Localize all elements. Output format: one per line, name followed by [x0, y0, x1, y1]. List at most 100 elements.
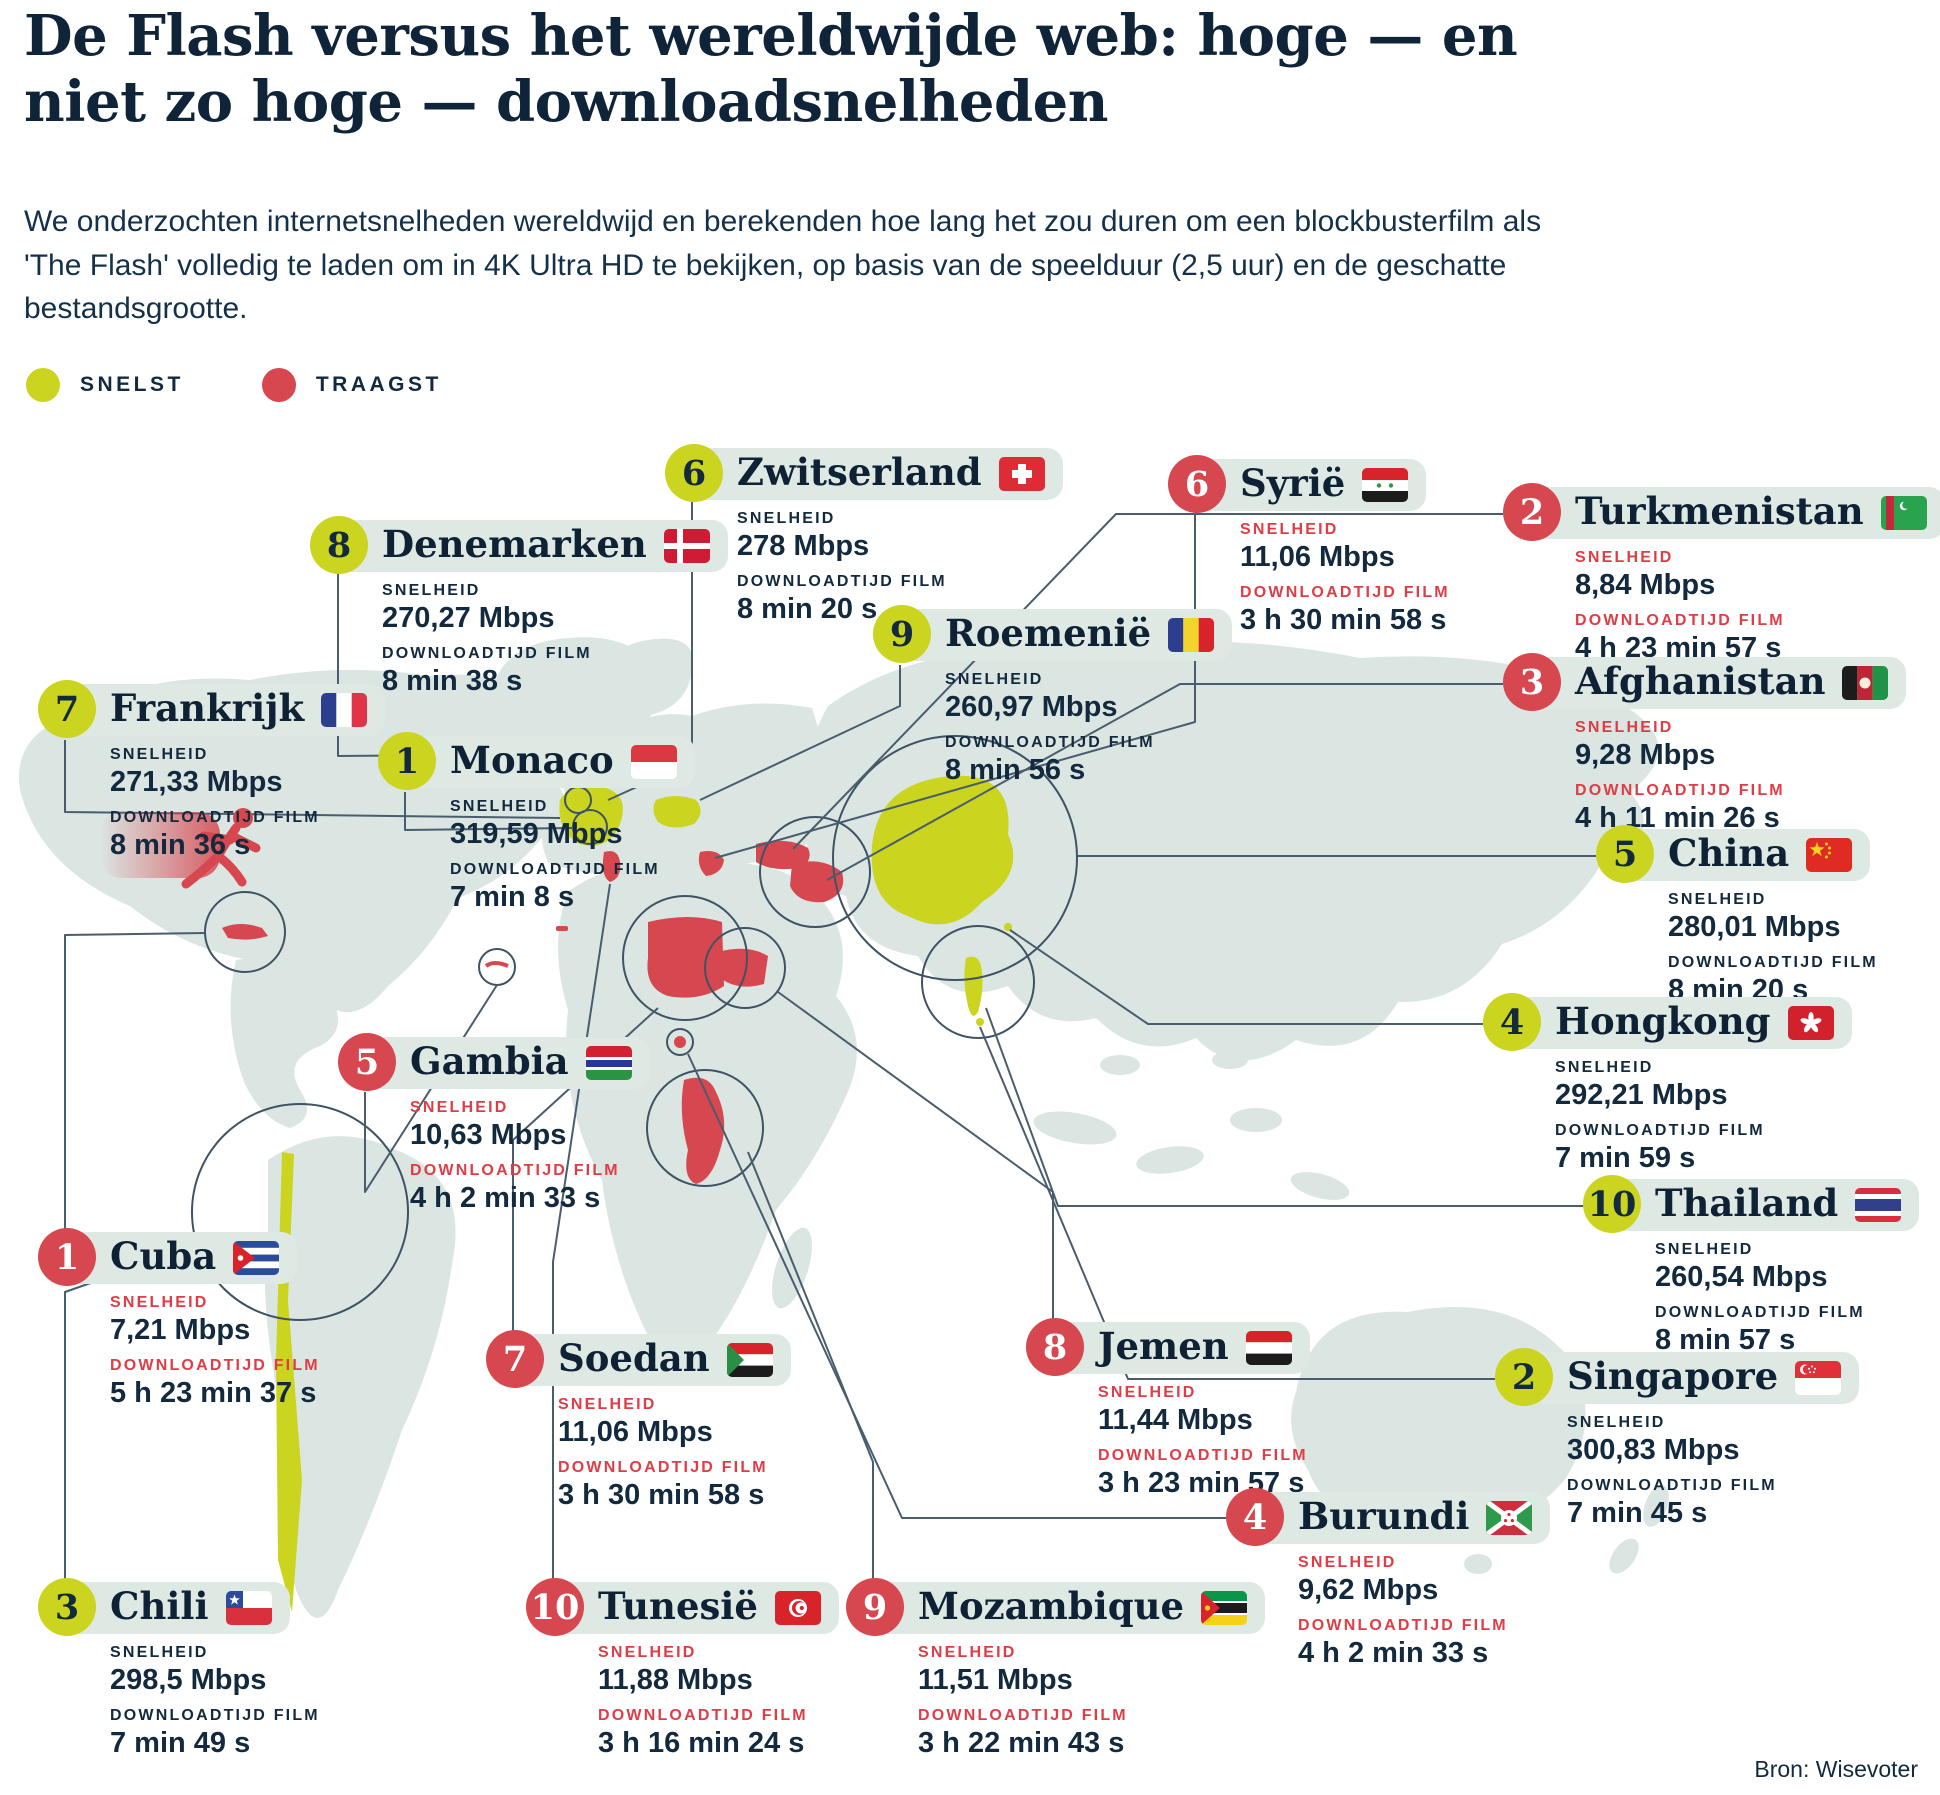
- download-time-value: 4 h 2 min 33 s: [1298, 1637, 1489, 1669]
- country-details: SNELHEID 300,83 Mbps DOWNLOADTIJD FILM 7…: [1567, 1414, 1859, 1530]
- download-time-label: DOWNLOADTIJD FILM: [737, 573, 947, 590]
- download-time-label: DOWNLOADTIJD FILM: [1240, 584, 1450, 601]
- country-name: Thailand: [1655, 1180, 1839, 1225]
- download-time-value: 8 min 57 s: [1655, 1324, 1796, 1356]
- country-pill: Jemen: [1052, 1322, 1310, 1374]
- speed-value: 300,83 Mbps: [1567, 1434, 1740, 1466]
- country-details: SNELHEID 319,59 Mbps DOWNLOADTIJD FILM 7…: [450, 798, 695, 914]
- download-time-label: DOWNLOADTIJD FILM: [110, 809, 320, 826]
- slowest-dot-icon: [261, 368, 296, 402]
- magnifier-circles: [191, 735, 1078, 1321]
- country-pill: Tunesië: [552, 1582, 839, 1634]
- rank-badge: 4: [1226, 1488, 1284, 1546]
- speed-label: SNELHEID: [737, 510, 836, 527]
- country-details: SNELHEID 11,88 Mbps DOWNLOADTIJD FILM 3 …: [598, 1644, 839, 1760]
- country-details: SNELHEID 11,06 Mbps DOWNLOADTIJD FILM 3 …: [558, 1396, 791, 1512]
- chili-flag-icon: [225, 1591, 272, 1625]
- speed-value: 292,21 Mbps: [1555, 1079, 1728, 1111]
- download-time-label: DOWNLOADTIJD FILM: [918, 1707, 1128, 1724]
- speed-value: 319,59 Mbps: [450, 818, 623, 850]
- country-name: Gambia: [410, 1038, 569, 1083]
- map-jemen-highlight: [718, 948, 768, 987]
- country-details: SNELHEID 9,28 Mbps DOWNLOADTIJD FILM 4 h…: [1575, 719, 1906, 835]
- download-time-label: DOWNLOADTIJD FILM: [1567, 1477, 1777, 1494]
- callout-turkmenistan: 2 Turkmenistan SNELHEID 8,84 Mbps DOWNLO…: [1503, 483, 1940, 665]
- callout-hongkong: 4 Hongkong SNELHEID 292,21 Mbps DOWNLOAD…: [1483, 993, 1852, 1175]
- cuba-flag-icon: [233, 1241, 280, 1275]
- download-time-value: 8 min 56 s: [945, 754, 1086, 786]
- speed-value: 270,27 Mbps: [382, 602, 555, 634]
- speed-value: 278 Mbps: [737, 530, 870, 562]
- denemarken-flag-icon: [663, 529, 710, 563]
- download-time-label: DOWNLOADTIJD FILM: [450, 861, 660, 878]
- callout-zwitserland: 6 Zwitserland SNELHEID 278 Mbps DOWNLOAD…: [665, 444, 1063, 626]
- speed-label: SNELHEID: [1655, 1241, 1754, 1258]
- country-pill: Burundi: [1252, 1492, 1551, 1544]
- download-time-label: DOWNLOADTIJD FILM: [1575, 612, 1785, 629]
- map-mozambique-highlight: [681, 1077, 725, 1184]
- rank-badge: 2: [1495, 1348, 1553, 1406]
- country-pill: Soedan: [512, 1334, 791, 1386]
- download-time-value: 8 min 36 s: [110, 829, 251, 861]
- country-pill: Singapore: [1521, 1352, 1860, 1404]
- callout-singapore: 2 Singapore SNELHEID 300,83 Mbps DOWNLOA…: [1495, 1348, 1860, 1530]
- map-monaco-highlight: [587, 824, 593, 830]
- speed-label: SNELHEID: [110, 746, 209, 763]
- country-details: SNELHEID 260,54 Mbps DOWNLOADTIJD FILM 8…: [1655, 1241, 1919, 1357]
- callout-jemen: 8 Jemen SNELHEID 11,44 Mbps DOWNLOADTIJD…: [1026, 1318, 1310, 1500]
- map-cuba-highlight: [222, 924, 268, 940]
- download-time-label: DOWNLOADTIJD FILM: [382, 645, 592, 662]
- legend-fastest-label: SNELST: [80, 373, 184, 396]
- callout-denemarken: 8 Denemarken SNELHEID 270,27 Mbps DOWNLO…: [310, 516, 728, 698]
- country-details: SNELHEID 278 Mbps DOWNLOADTIJD FILM 8 mi…: [737, 510, 1063, 626]
- country-pill: Gambia: [364, 1037, 650, 1089]
- china-flag-icon: [1806, 838, 1853, 872]
- country-name: Zwitserland: [737, 449, 982, 494]
- rank-badge: 8: [1026, 1318, 1084, 1376]
- download-time-label: DOWNLOADTIJD FILM: [110, 1357, 320, 1374]
- download-time-label: DOWNLOADTIJD FILM: [598, 1707, 808, 1724]
- gambia-flag-icon: [585, 1046, 632, 1080]
- fastest-dot-icon: [26, 368, 60, 402]
- speed-label: SNELHEID: [1668, 891, 1767, 908]
- callout-frankrijk: 7 Frankrijk SNELHEID 271,33 Mbps DOWNLOA…: [38, 680, 386, 862]
- country-details: SNELHEID 11,51 Mbps DOWNLOADTIJD FILM 3 …: [918, 1644, 1265, 1760]
- country-name: Syrië: [1240, 460, 1346, 505]
- leader-lines: [64, 502, 1596, 1630]
- country-name: Hongkong: [1555, 998, 1771, 1043]
- download-time-label: DOWNLOADTIJD FILM: [110, 1707, 320, 1724]
- map-afghanistan-highlight: [790, 861, 844, 903]
- country-pill: Syrië: [1194, 459, 1427, 511]
- rank-badge: 10: [526, 1578, 584, 1636]
- speed-value: 260,97 Mbps: [945, 691, 1118, 723]
- country-name: China: [1668, 830, 1790, 875]
- speed-value: 11,06 Mbps: [1240, 541, 1395, 573]
- download-time-value: 7 min 59 s: [1555, 1142, 1696, 1174]
- speed-value: 7,21 Mbps: [110, 1314, 251, 1346]
- frankrijk-flag-icon: [321, 693, 368, 727]
- country-pill: Frankrijk: [64, 684, 386, 736]
- monaco-flag-icon: [630, 745, 677, 779]
- source-credit: Bron: Wisevoter: [1754, 1756, 1918, 1782]
- map-singapore-highlight: [976, 1018, 984, 1026]
- map-soedan-highlight: [647, 917, 724, 998]
- country-details: SNELHEID 270,27 Mbps DOWNLOADTIJD FILM 8…: [382, 582, 728, 698]
- download-time-value: 4 h 2 min 33 s: [410, 1182, 601, 1214]
- callout-china: 5 China SNELHEID 280,01 Mbps DOWNLOADTIJ…: [1596, 825, 1878, 1007]
- country-name: Denemarken: [382, 521, 647, 566]
- speed-label: SNELHEID: [450, 798, 549, 815]
- afghanistan-flag-icon: [1842, 666, 1889, 700]
- country-details: SNELHEID 10,63 Mbps DOWNLOADTIJD FILM 4 …: [410, 1099, 650, 1215]
- callout-cuba: 1 Cuba SNELHEID 7,21 Mbps DOWNLOADTIJD F…: [38, 1228, 320, 1410]
- speed-label: SNELHEID: [945, 671, 1044, 688]
- callout-chili: 3 Chili SNELHEID 298,5 Mbps DOWNLOADTIJD…: [38, 1578, 320, 1760]
- country-pill: Turkmenistan: [1529, 487, 1940, 539]
- mozambique-flag-icon: [1201, 1591, 1248, 1625]
- rank-badge: 1: [38, 1228, 96, 1286]
- country-name: Mozambique: [918, 1583, 1185, 1628]
- callout-roemenie: 9 Roemenië SNELHEID 260,97 Mbps DOWNLOAD…: [873, 605, 1233, 787]
- country-pill: Afghanistan: [1529, 657, 1907, 709]
- map-thailand-highlight: [964, 956, 983, 1016]
- country-pill: Roemenië: [899, 609, 1233, 661]
